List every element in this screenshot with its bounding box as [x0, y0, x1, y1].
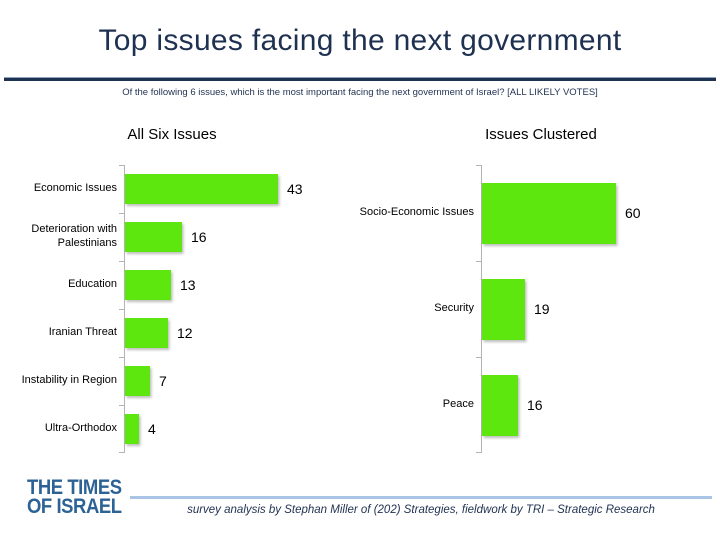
bar-track: 16 — [476, 357, 682, 453]
bar-plot-issues-clustered: Socio-Economic Issues 60 Security 19 Peace 16 — [352, 165, 682, 453]
category-label: Economic Issues — [33, 182, 117, 195]
logo-line-2: OF ISRAEL — [27, 495, 122, 519]
bar-row: Deterioration with Palestinians 16 — [12, 213, 352, 261]
value-label: 16 — [527, 397, 543, 413]
survey-question: Of the following 6 issues, which is the … — [122, 87, 598, 98]
bar — [125, 318, 168, 348]
bar — [125, 270, 171, 300]
bar-row: Economic Issues 43 — [12, 165, 352, 213]
value-label: 16 — [191, 229, 207, 245]
bar-row: Peace 16 — [352, 357, 682, 453]
credit-text: survey analysis by Stephan Miller of (20… — [187, 504, 655, 516]
bar — [125, 366, 150, 396]
chart-all-six-issues: All Six Issues Economic Issues 43 Deterior… — [12, 118, 352, 453]
bar-plot-all-six-issues: Economic Issues 43 Deterioration with Pale… — [12, 165, 352, 453]
value-label: 60 — [625, 205, 641, 221]
category-label: Iranian Threat — [48, 326, 117, 339]
category-label: Peace — [442, 398, 474, 411]
value-label: 7 — [159, 373, 167, 389]
chart-title-issues-clustered: Issues Clustered — [485, 126, 597, 143]
page-title: Top issues facing the next government — [98, 24, 622, 57]
bar-track: 12 — [119, 309, 352, 357]
value-label: 4 — [148, 421, 156, 437]
bar — [125, 414, 139, 444]
category-label: Security — [434, 302, 474, 315]
value-label: 43 — [287, 181, 303, 197]
logo-line-1: THE TIMES — [27, 476, 122, 499]
bar-track: 60 — [476, 165, 682, 261]
bar-row: Iranian Threat 12 — [12, 309, 352, 357]
bar-track: 16 — [119, 213, 352, 261]
bar — [125, 222, 182, 252]
value-label: 12 — [177, 325, 193, 341]
chart-title-all-six-issues: All Six Issues — [127, 126, 217, 143]
bar — [482, 182, 616, 244]
value-label: 13 — [180, 277, 196, 293]
category-label: Education — [68, 278, 117, 291]
category-label: Ultra-Orthodox — [44, 422, 117, 435]
bar-row: Security 19 — [352, 261, 682, 357]
bar-row: Instability in Region 7 — [12, 357, 352, 405]
bar — [125, 174, 278, 204]
bar — [482, 374, 518, 436]
footer-divider — [130, 496, 712, 499]
bar-track: 19 — [476, 261, 682, 357]
bar-track: 43 — [119, 165, 352, 213]
category-label: Instability in Region — [21, 374, 117, 387]
value-label: 19 — [534, 301, 550, 317]
category-label: Deterioration with Palestinians — [31, 223, 117, 249]
bar-track: 4 — [119, 405, 352, 453]
title-divider — [4, 77, 716, 81]
bar-track: 13 — [119, 261, 352, 309]
bar-row: Socio-Economic Issues 60 — [352, 165, 682, 261]
chart-issues-clustered: Issues Clustered Socio-Economic Issues 60… — [352, 118, 682, 453]
bar-row: Education 13 — [12, 261, 352, 309]
bar — [482, 278, 525, 340]
bar-track: 7 — [119, 357, 352, 405]
bar-row: Ultra-Orthodox 4 — [12, 405, 352, 453]
category-label: Socio-Economic Issues — [359, 206, 474, 219]
times-of-israel-logo: THE TIMES OF ISRAEL — [27, 476, 122, 519]
